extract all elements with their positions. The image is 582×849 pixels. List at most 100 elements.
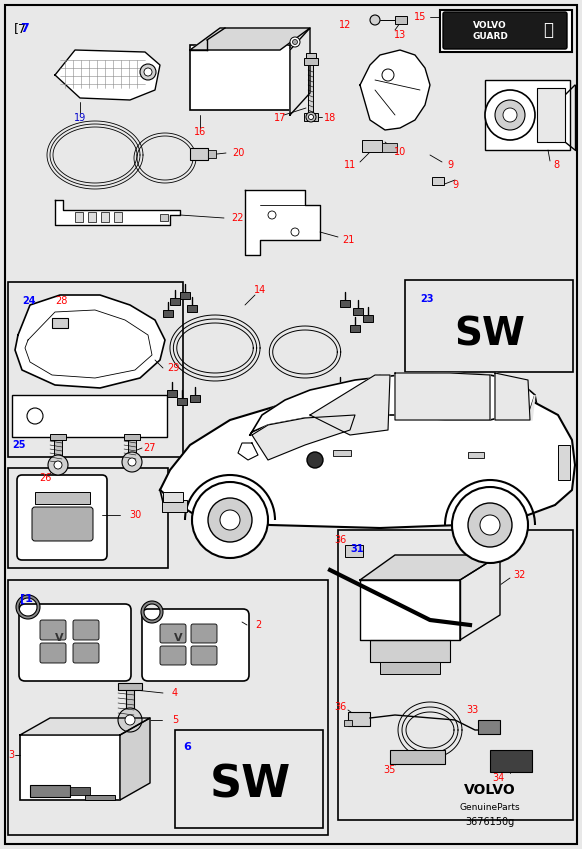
Bar	[468, 452, 484, 458]
Text: 19: 19	[74, 113, 86, 123]
Circle shape	[308, 115, 314, 120]
Text: 13: 13	[394, 30, 406, 40]
Bar	[20, 735, 120, 800]
Bar	[70, 787, 90, 795]
Bar	[170, 298, 180, 305]
Bar	[353, 308, 363, 315]
Text: 21: 21	[342, 235, 354, 245]
Bar	[160, 214, 168, 221]
Bar	[187, 305, 197, 312]
Bar	[340, 300, 350, 307]
Bar	[163, 310, 173, 317]
Text: 20: 20	[232, 148, 244, 158]
Circle shape	[307, 452, 323, 468]
Bar	[114, 212, 122, 222]
Bar	[558, 445, 570, 480]
Bar	[395, 16, 407, 24]
FancyBboxPatch shape	[17, 475, 107, 560]
Bar	[118, 683, 142, 690]
Circle shape	[291, 228, 299, 236]
FancyBboxPatch shape	[160, 624, 186, 643]
Wedge shape	[16, 595, 40, 619]
Text: 25: 25	[12, 440, 26, 450]
Bar	[190, 395, 200, 402]
Bar	[306, 53, 316, 58]
FancyBboxPatch shape	[32, 507, 93, 541]
Text: V: V	[173, 633, 182, 643]
Polygon shape	[528, 395, 535, 420]
Text: 16: 16	[194, 127, 206, 137]
Circle shape	[268, 211, 276, 219]
Text: 10: 10	[394, 147, 406, 157]
Circle shape	[122, 452, 142, 472]
Circle shape	[208, 498, 252, 542]
Text: GenuineParts: GenuineParts	[460, 803, 520, 812]
Bar	[85, 795, 115, 800]
Bar	[162, 500, 187, 512]
Bar	[440, 10, 572, 52]
Text: 33: 33	[466, 705, 478, 715]
Text: 2: 2	[255, 620, 261, 630]
Text: 11: 11	[344, 160, 356, 170]
Bar	[50, 434, 66, 440]
FancyBboxPatch shape	[160, 646, 186, 665]
Circle shape	[370, 15, 380, 25]
Bar	[350, 325, 360, 332]
Bar	[8, 468, 168, 568]
Polygon shape	[495, 373, 530, 420]
Circle shape	[54, 461, 62, 469]
Bar	[177, 398, 187, 405]
FancyBboxPatch shape	[19, 604, 131, 681]
Text: 28: 28	[55, 296, 68, 306]
Text: 7: 7	[20, 22, 29, 35]
Text: 34: 34	[492, 773, 504, 783]
Bar	[338, 530, 573, 820]
Bar	[54, 438, 62, 463]
Bar	[128, 438, 136, 460]
Polygon shape	[55, 200, 180, 225]
Bar	[490, 750, 532, 772]
Bar	[175, 730, 323, 828]
Text: 8: 8	[553, 160, 559, 170]
Text: 27: 27	[144, 443, 156, 453]
Bar	[382, 143, 397, 152]
Text: 5: 5	[172, 715, 178, 725]
Circle shape	[485, 90, 535, 140]
Polygon shape	[250, 373, 535, 435]
FancyBboxPatch shape	[191, 646, 217, 665]
Bar	[432, 177, 444, 185]
Text: VOLVO: VOLVO	[473, 20, 507, 30]
Text: 32: 32	[514, 570, 526, 580]
Polygon shape	[360, 555, 500, 580]
Text: [1: [1	[20, 594, 33, 604]
Bar	[8, 282, 183, 457]
Bar	[52, 318, 68, 328]
Polygon shape	[245, 190, 320, 255]
Text: 17: 17	[274, 113, 286, 123]
FancyBboxPatch shape	[142, 609, 249, 681]
Bar	[380, 662, 440, 674]
Text: V: V	[55, 633, 63, 643]
Bar	[308, 62, 313, 112]
Text: GUARD: GUARD	[472, 31, 508, 41]
Text: 35: 35	[384, 765, 396, 775]
Bar	[362, 140, 382, 152]
Bar	[167, 390, 177, 397]
Polygon shape	[252, 415, 355, 460]
Text: SW: SW	[210, 763, 290, 807]
Text: 22: 22	[232, 213, 244, 223]
Text: 9: 9	[452, 180, 458, 190]
Bar	[208, 150, 216, 158]
Polygon shape	[20, 718, 150, 735]
Text: ✋: ✋	[543, 21, 553, 39]
Text: SW: SW	[455, 316, 526, 354]
Bar	[35, 492, 90, 504]
Text: 4: 4	[172, 688, 178, 698]
Text: 14: 14	[254, 285, 266, 295]
Circle shape	[118, 708, 142, 732]
Bar	[370, 640, 450, 662]
Text: 18: 18	[324, 113, 336, 123]
Polygon shape	[120, 718, 150, 800]
FancyBboxPatch shape	[443, 12, 567, 49]
Polygon shape	[360, 50, 430, 130]
